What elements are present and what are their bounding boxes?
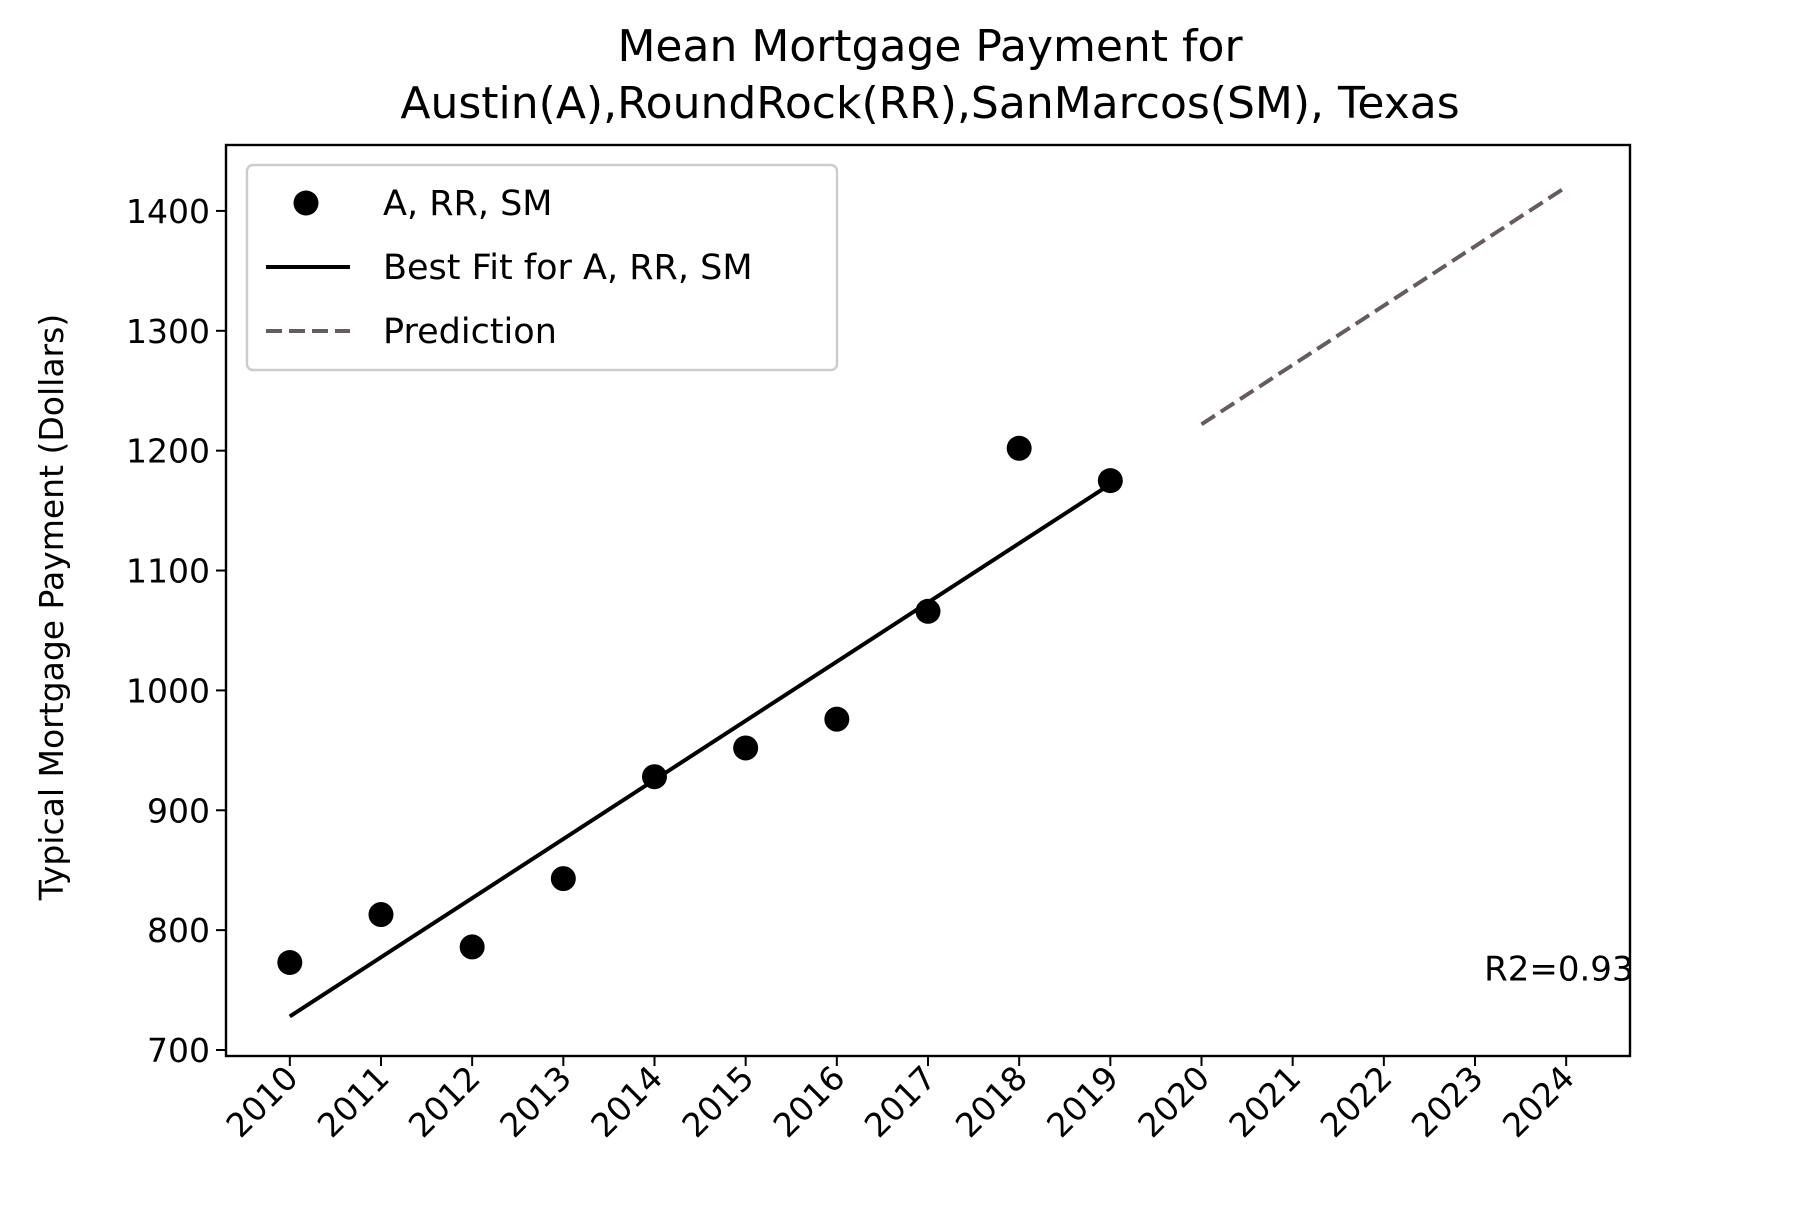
y-tick-label: 900 <box>147 791 210 830</box>
y-tick-label: 1000 <box>126 671 210 710</box>
data-point <box>824 706 850 732</box>
legend: A, RR, SM Best Fit for A, RR, SM Predictio… <box>245 163 839 372</box>
prediction-line <box>1200 185 1568 426</box>
chart-title-line-2: Austin(A),RoundRock(RR),SanMarcos(SM), T… <box>400 78 1459 129</box>
legend-label: A, RR, SM <box>383 184 553 224</box>
data-point <box>733 735 759 761</box>
data-point <box>550 866 576 892</box>
y-tick-label: 800 <box>147 911 210 950</box>
y-tick-label: 700 <box>147 1031 210 1070</box>
chart-title-line-1: Mean Mortgage Payment for <box>617 21 1243 72</box>
y-tick-label: 1400 <box>126 192 210 231</box>
r2-annotation: R2=0.93 <box>1484 949 1633 989</box>
data-point <box>368 902 394 928</box>
y-tick-label: 1300 <box>126 312 210 351</box>
legend-frame <box>245 163 839 372</box>
data-point <box>277 950 303 976</box>
legend-label: Best Fit for A, RR, SM <box>383 248 753 288</box>
data-point <box>459 934 485 960</box>
axes-frame <box>224 143 1632 1058</box>
y-tick-label: 1100 <box>126 552 210 591</box>
best-fit-line <box>288 482 1112 1019</box>
y-tick-label: 1200 <box>126 432 210 471</box>
data-point <box>1006 435 1032 461</box>
y-axis-label: Typical Mortgage Payment (Dollars) <box>32 314 71 901</box>
legend-label: Prediction <box>383 312 557 352</box>
legend-marker-points <box>293 190 319 216</box>
